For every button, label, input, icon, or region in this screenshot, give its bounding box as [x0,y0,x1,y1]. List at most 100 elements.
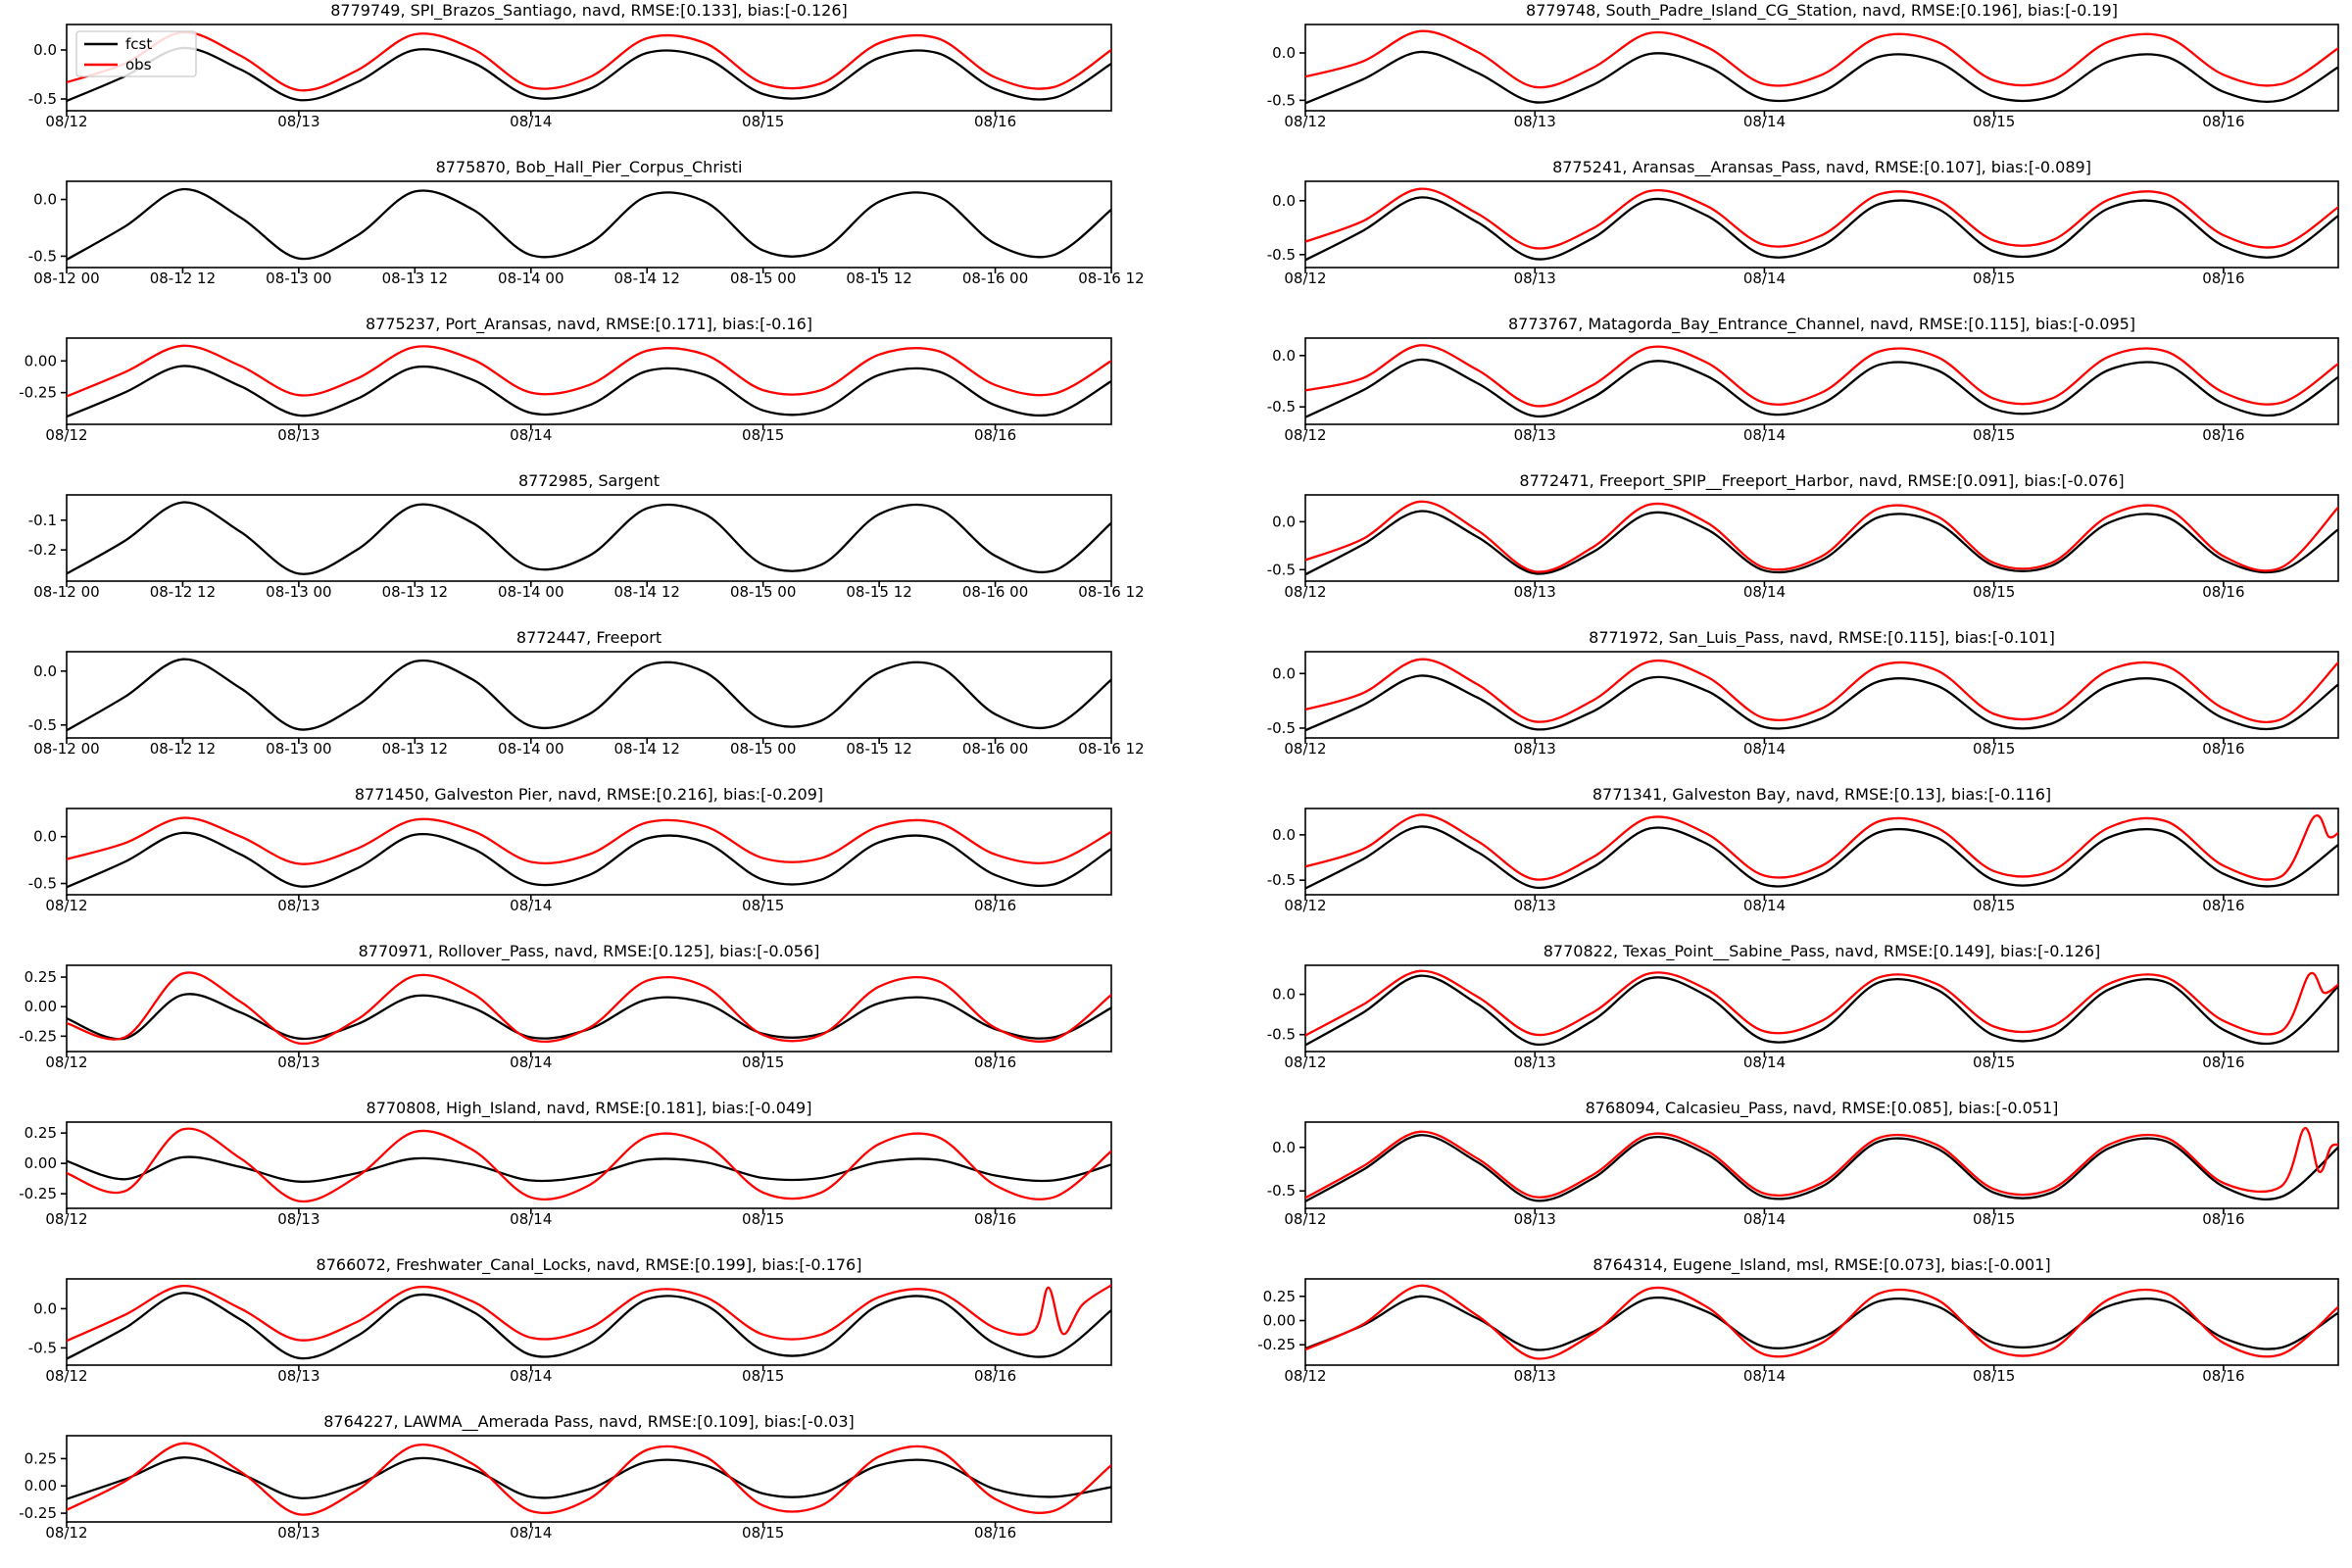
x-tick-label: 08-13 12 [382,583,448,601]
axes-box [66,494,1112,582]
x-tick-label: 08/16 [2202,1210,2244,1228]
plot-title: 8764314, Eugene_Island, msl, RMSE:[0.073… [1592,1255,2050,1275]
plot-title: 8773767, Matagorda_Bay_Entrance_Channel,… [1508,315,2135,334]
x-tick-label: 08-13 00 [266,583,331,601]
fcst-line [1305,1134,2338,1203]
x-tick-label: 08/12 [1284,897,1326,914]
x-tick-label: 08/12 [45,897,87,914]
plot-title: 8764227, LAWMA__Amerada Pass, navd, RMSE… [323,1412,855,1432]
x-tick-label: 08-15 00 [730,270,796,287]
y-tick-label: -0.5 [1267,91,1296,109]
plot-title: 8775241, Aransas__Aransas_Pass, navd, RM… [1552,158,2091,177]
fcst-line [67,1292,1111,1360]
y-tick-label: 0.25 [1263,1288,1296,1305]
x-tick-label: 08/13 [277,1367,319,1385]
axes-box [1304,808,2339,896]
subplot-8771341: 8771341, Galveston Bay, navd, RMSE:[0.13… [1176,784,2352,941]
x-tick-label: 08/15 [1973,426,2015,444]
x-tick-label: 08/14 [510,426,552,444]
legend: fcst obs [75,30,197,77]
y-tick-label: 0.25 [24,1449,57,1467]
x-tick-label: 08-13 00 [266,270,331,287]
subplot-canvas-8771972: 8771972, San_Luis_Pass, navd, RMSE:[0.11… [1267,628,2339,758]
y-tick-label: 0.0 [1272,44,1296,62]
fcst-line [67,831,1111,889]
x-tick-label: 08/12 [1284,1054,1326,1071]
y-tick-label: 0.25 [24,968,57,986]
y-tick-label: 0.0 [1272,664,1296,682]
y-tick-label: -0.25 [19,384,57,402]
x-tick-label: 08-14 00 [498,740,564,758]
subplot-canvas-8770971: 8770971, Rollover_Pass, navd, RMSE:[0.12… [19,942,1112,1071]
x-tick-label: 08/16 [974,426,1016,444]
y-tick-label: -0.25 [19,1504,57,1522]
subplot-8768094: 8768094, Calcasieu_Pass, navd, RMSE:[0.0… [1176,1098,2352,1254]
plot-title: 8770971, Rollover_Pass, navd, RMSE:[0.12… [359,942,820,961]
subplot-8766072: 8766072, Freshwater_Canal_Locks, navd, R… [0,1254,1176,1411]
y-tick-label: 0.00 [24,998,57,1015]
x-tick-label: 08/15 [1973,1210,2015,1228]
subplot-canvas-8771450: 8771450, Galveston Pier, navd, RMSE:[0.2… [28,785,1112,914]
obs-line [1305,29,2338,89]
subplot-canvas-8779749: 8779749, SPI_Brazos_Santiago, navd, RMSE… [28,1,1112,130]
y-tick-label: -0.5 [1267,398,1296,416]
y-tick-label: -0.5 [1267,1182,1296,1200]
x-tick-label: 08/12 [45,1367,87,1385]
obs-line [1305,969,2338,1037]
y-tick-label: 0.0 [1272,347,1296,365]
y-tick-label: 0.00 [24,352,57,369]
x-tick-label: 08/14 [1743,1210,1786,1228]
obs-line [67,971,1111,1046]
subplot-8770808: 8770808, High_Island, navd, RMSE:[0.181]… [0,1098,1176,1254]
axes-box [1304,964,2339,1053]
x-tick-label: 08/15 [742,1524,784,1542]
x-tick-label: 08/14 [510,1367,552,1385]
axes-box [66,180,1112,269]
plot-title: 8768094, Calcasieu_Pass, navd, RMSE:[0.0… [1586,1099,2059,1118]
subplot-8772447: 8772447, Freeport 0.0 -0.5 08-12 00 08-12 12… [0,627,1176,784]
x-tick-label: 08/16 [2202,897,2244,914]
subplot-8773767: 8773767, Matagorda_Bay_Entrance_Channel,… [1176,314,2352,470]
x-tick-label: 08-16 00 [962,740,1028,758]
x-tick-label: 08/13 [277,113,319,130]
y-tick-label: 0.0 [33,41,57,59]
x-tick-label: 08-13 00 [266,740,331,758]
subplot-8772471: 8772471, Freeport_SPIP__Freeport_Harbor,… [1176,470,2352,627]
plot-title: 8775237, Port_Aransas, navd, RMSE:[0.171… [366,315,812,334]
axes-box [1304,494,2339,582]
x-tick-label: 08-12 00 [33,583,99,601]
subplot-canvas-8775241: 8775241, Aransas__Aransas_Pass, navd, RM… [1267,158,2339,287]
x-tick-label: 08/16 [2202,1367,2244,1385]
x-tick-label: 08/16 [974,1054,1016,1071]
subplot-canvas-8768094: 8768094, Calcasieu_Pass, navd, RMSE:[0.0… [1267,1099,2339,1228]
fcst-line [1305,358,2338,418]
subplot-canvas-8764227: 8764227, LAWMA__Amerada Pass, navd, RMSE… [19,1412,1112,1542]
y-tick-label: -0.5 [1267,561,1296,578]
subplot-8770971: 8770971, Rollover_Pass, navd, RMSE:[0.12… [0,941,1176,1098]
x-tick-label: 08-12 00 [33,740,99,758]
x-tick-label: 08/15 [742,1054,784,1071]
subplot-canvas-8766072: 8766072, Freshwater_Canal_Locks, navd, R… [28,1255,1112,1385]
x-tick-label: 08/15 [1973,1054,2015,1071]
plot-title: 8772471, Freeport_SPIP__Freeport_Harbor,… [1519,471,2124,491]
x-tick-label: 08/12 [45,113,87,130]
x-tick-label: 08/14 [510,897,552,914]
y-tick-label: 0.0 [33,662,57,680]
y-tick-label: 0.00 [24,1477,57,1494]
obs-line [1305,658,2338,724]
y-tick-label: -0.5 [28,716,57,734]
subplot-canvas-8771341: 8771341, Galveston Bay, navd, RMSE:[0.13… [1267,785,2339,914]
plot-title: 8772985, Sargent [518,471,660,490]
x-tick-label: 08/15 [1973,1367,2015,1385]
x-tick-label: 08-16 12 [1078,740,1144,758]
subplot-8779749: 8779749, SPI_Brazos_Santiago, navd, RMSE… [0,0,1176,157]
fcst-line [1305,974,2338,1047]
subplot-8772985: 8772985, Sargent -0.1 -0.2 08-12 00 08-12 12… [0,470,1176,627]
fcst-line [67,187,1111,262]
x-tick-label: 08/13 [1514,897,1556,914]
x-tick-label: 08/15 [1973,270,2015,287]
x-tick-label: 08/13 [1514,1054,1556,1071]
y-tick-label: -0.5 [1267,719,1296,737]
subplot-8775237: 8775237, Port_Aransas, navd, RMSE:[0.171… [0,314,1176,470]
x-tick-label: 08-12 12 [150,740,216,758]
